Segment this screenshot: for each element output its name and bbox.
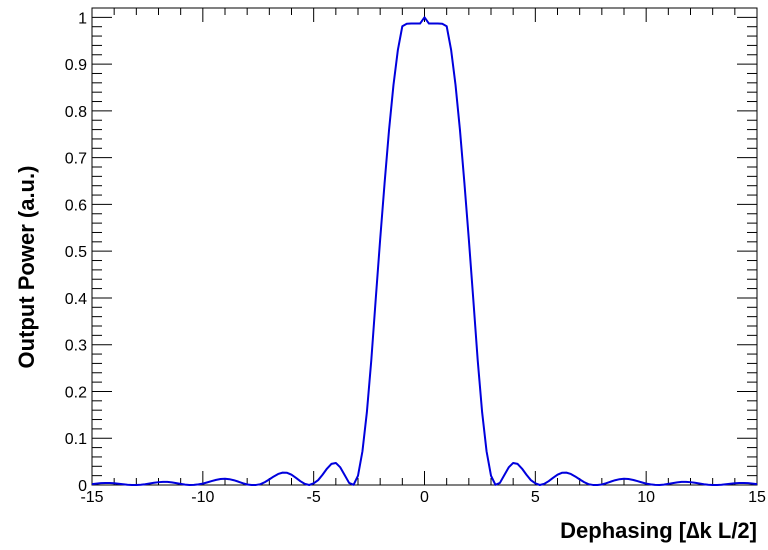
- y-tick-label: 0.7: [65, 151, 87, 168]
- x-tick-labels: -15 -10 -5 0 5 10 15: [80, 489, 766, 506]
- y-tick-label: 0: [78, 478, 87, 495]
- y-tick-label: 1: [78, 10, 87, 27]
- x-tick-label: -10: [191, 489, 214, 506]
- y-tick-label: 0.3: [65, 338, 87, 355]
- y-tick-label: 0.4: [65, 291, 87, 308]
- axis-ticks: [91, 7, 758, 486]
- x-axis-title: Dephasing [∆k L/2]: [560, 518, 757, 543]
- x-tick-label: -15: [80, 489, 103, 506]
- x-tick-label: 0: [420, 489, 429, 506]
- y-tick-label: 0.1: [65, 431, 87, 448]
- x-tick-label: 15: [748, 489, 766, 506]
- x-tick-label: -5: [307, 489, 321, 506]
- y-tick-label: 0.8: [65, 104, 87, 121]
- x-tick-label: 5: [531, 489, 540, 506]
- y-tick-label: 0.5: [65, 244, 87, 261]
- series-line-0: [91, 16, 758, 486]
- x-tick-label: 10: [637, 489, 655, 506]
- y-tick-label: 0.6: [65, 197, 87, 214]
- plot-frame-rect: [91, 7, 758, 486]
- plot-frame: [91, 7, 758, 486]
- y-tick-labels: 0 0.1 0.2 0.3 0.4 0.5 0.6 0.7 0.8 0.9 1: [65, 10, 87, 495]
- y-tick-label: 0.9: [65, 57, 87, 74]
- series-layer: [91, 16, 758, 486]
- y-tick-label: 0.2: [65, 384, 87, 401]
- y-axis-title: Output Power (a.u.): [14, 166, 39, 369]
